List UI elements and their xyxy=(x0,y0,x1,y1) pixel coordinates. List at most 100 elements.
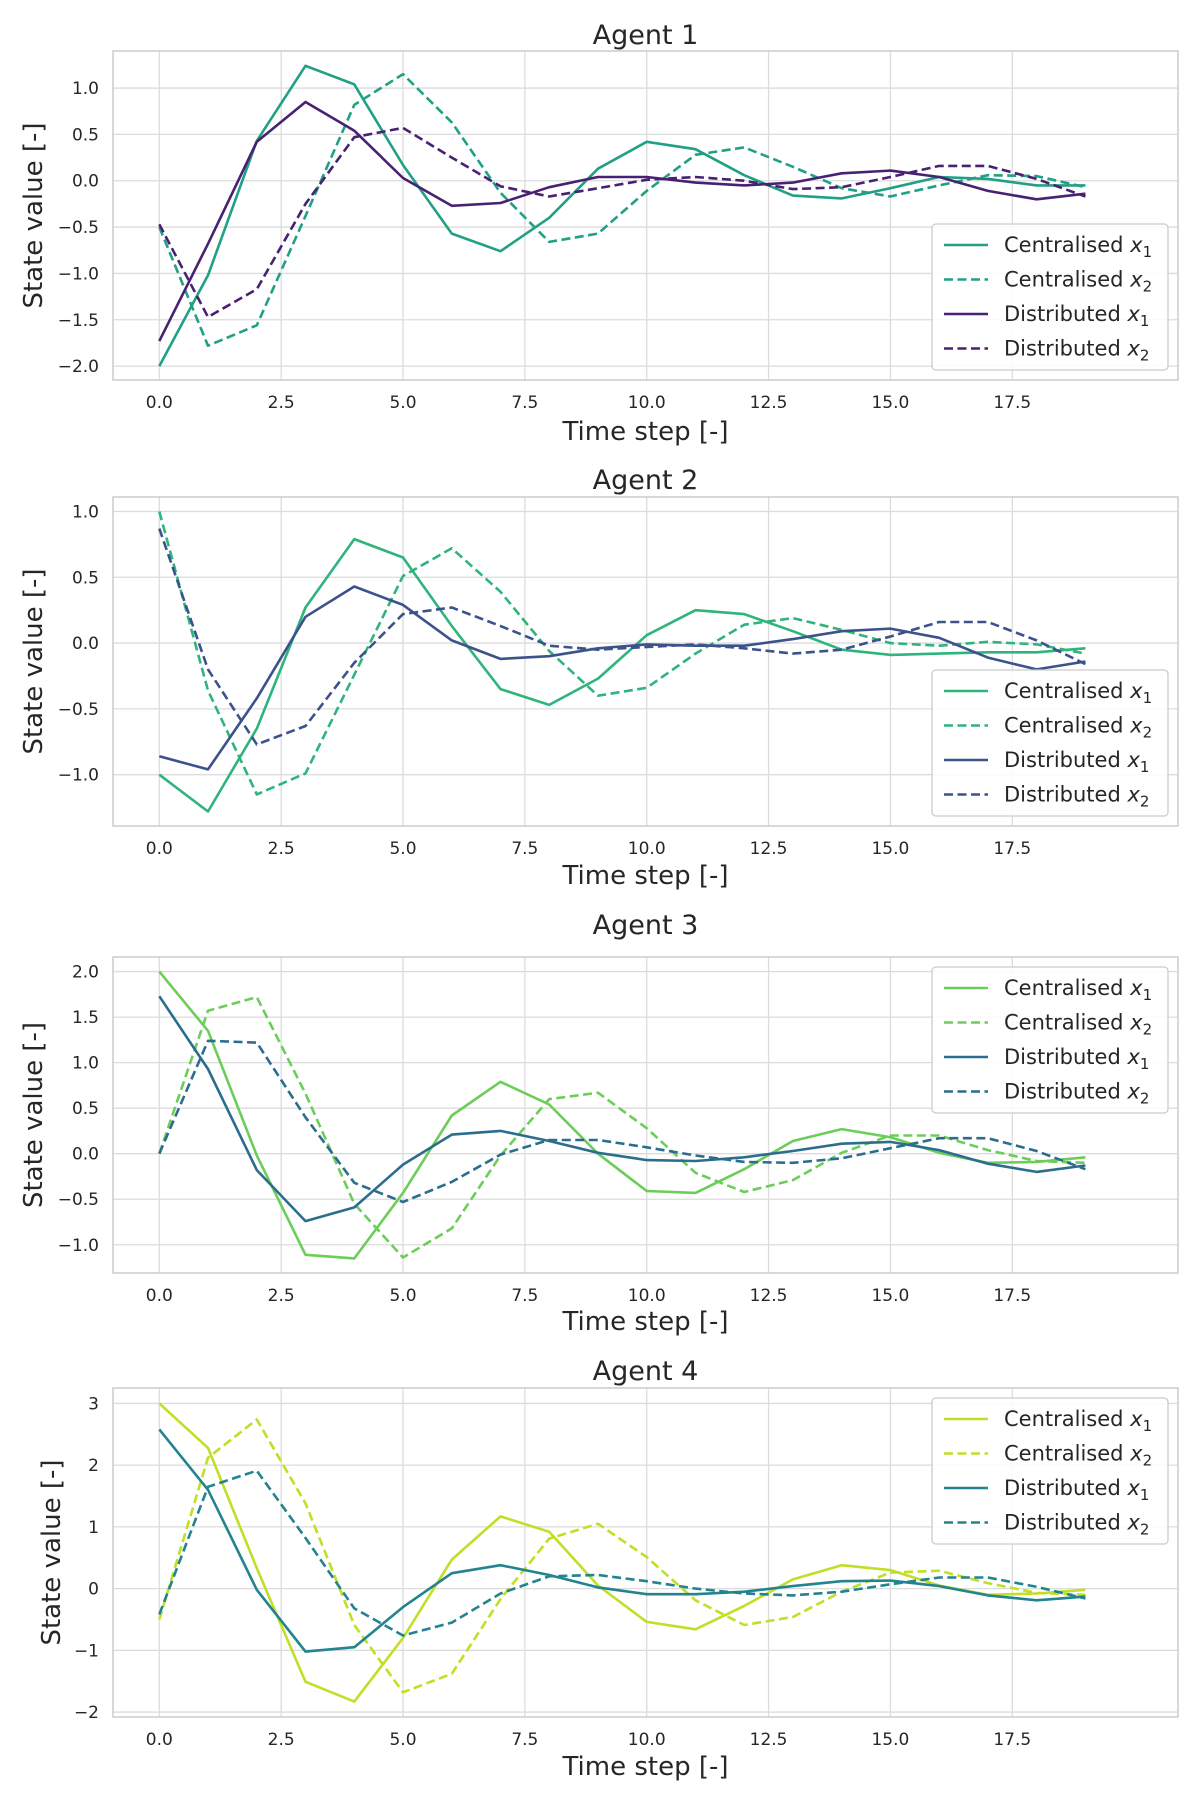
y-axis-label: State value [-] xyxy=(19,568,49,754)
y-tick-label: −1.0 xyxy=(58,1236,99,1256)
legend-label-variable: x xyxy=(1126,783,1140,807)
y-tick-label: 0.0 xyxy=(72,634,99,654)
legend-label: Centralised x2 xyxy=(1004,1442,1152,1470)
x-tick-label: 10.0 xyxy=(628,393,666,413)
plot-frame xyxy=(112,956,1179,1274)
legend-label-base: Distributed xyxy=(1004,1511,1127,1535)
legend-label-base: Centralised xyxy=(1004,268,1130,292)
series-line xyxy=(158,511,1086,796)
legend-label-variable: x xyxy=(1129,1011,1143,1035)
series-line xyxy=(158,1428,1086,1653)
series-line xyxy=(158,100,1086,342)
series-line xyxy=(158,1469,1086,1637)
legend-label-base: Centralised xyxy=(1004,1442,1130,1466)
series-line xyxy=(158,1039,1086,1204)
legend-label-subscript: 2 xyxy=(1143,1452,1153,1470)
series-line xyxy=(158,1418,1086,1694)
legend-label: Distributed x1 xyxy=(1004,1045,1149,1073)
x-axis-label: Time step [-] xyxy=(561,1307,728,1337)
y-axis-label: State value [-] xyxy=(19,1022,49,1208)
chart-panel-2: 0.0 2.5 5.0 7.5 10.0 12.5 15.0 17.5 −1.0 −0.5 0.0 0… xyxy=(19,465,1179,891)
legend-label-variable: x xyxy=(1126,1476,1140,1500)
legend-label-variable: x xyxy=(1126,302,1140,326)
x-tick-label: 15.0 xyxy=(871,1286,909,1306)
legend-label-variable: x xyxy=(1126,337,1140,361)
plot-frame xyxy=(112,50,1179,381)
x-tick-label: 2.5 xyxy=(268,1730,295,1750)
x-tick-label: 2.5 xyxy=(268,393,295,413)
y-axis-label: State value [-] xyxy=(37,1459,67,1645)
legend-box xyxy=(931,223,1169,371)
legend-label: Distributed x1 xyxy=(1004,302,1149,330)
legend-label-base: Distributed xyxy=(1004,302,1127,326)
legend-label: Centralised x1 xyxy=(1004,1407,1152,1435)
y-tick-label: −1.5 xyxy=(58,311,99,331)
legend-label-base: Distributed xyxy=(1004,1080,1127,1104)
legend-label-variable: x xyxy=(1129,1442,1143,1466)
x-tick-label: 0.0 xyxy=(146,393,173,413)
y-tick-label: 0.0 xyxy=(72,172,99,192)
legend-label-base: Distributed xyxy=(1004,337,1127,361)
x-tick-label: 17.5 xyxy=(993,1286,1031,1306)
chart-panel-4: 0.0 2.5 5.0 7.5 10.0 12.5 15.0 17.5 −2 −1 0 1 2 3 Agen… xyxy=(37,1356,1179,1782)
legend-box xyxy=(931,669,1169,817)
x-tick-label: 12.5 xyxy=(750,839,788,859)
legend-label-variable: x xyxy=(1129,233,1143,257)
x-axis-label: Time step [-] xyxy=(561,417,728,447)
series-line xyxy=(158,995,1086,1259)
series-line xyxy=(158,64,1086,367)
y-tick-label: −0.5 xyxy=(58,1190,99,1210)
legend-label-variable: x xyxy=(1129,679,1143,703)
y-tick-label: −2.0 xyxy=(58,357,99,377)
legend-label: Distributed x1 xyxy=(1004,748,1149,776)
series-line xyxy=(158,537,1086,813)
y-tick-label: −1.0 xyxy=(58,264,99,284)
x-tick-label: 7.5 xyxy=(511,1286,538,1306)
x-tick-label: 17.5 xyxy=(993,839,1031,859)
x-tick-label: 5.0 xyxy=(389,839,416,859)
plot-frame xyxy=(112,1387,1179,1718)
x-tick-label: 5.0 xyxy=(389,393,416,413)
legend-label-subscript: 2 xyxy=(1140,1521,1150,1539)
x-tick-label: 15.0 xyxy=(871,839,909,859)
legend-label-base: Centralised xyxy=(1004,714,1130,738)
y-tick-label: 2 xyxy=(88,1456,99,1476)
legend-label-subscript: 1 xyxy=(1143,689,1153,707)
legend-label-subscript: 2 xyxy=(1143,1021,1153,1039)
legend-label-base: Centralised xyxy=(1004,1011,1130,1035)
legend-box xyxy=(931,966,1169,1114)
x-tick-label: 17.5 xyxy=(993,393,1031,413)
legend-label-base: Distributed xyxy=(1004,1045,1127,1069)
legend-label-base: Centralised xyxy=(1004,233,1130,257)
x-tick-label: 17.5 xyxy=(993,1730,1031,1750)
y-tick-label: 2.0 xyxy=(72,963,99,983)
legend-label-base: Distributed xyxy=(1004,783,1127,807)
legend-label: Distributed x2 xyxy=(1004,1080,1149,1108)
y-tick-label: −2 xyxy=(74,1703,99,1723)
legend-label-variable: x xyxy=(1126,1045,1140,1069)
x-tick-label: 5.0 xyxy=(389,1730,416,1750)
legend-label: Centralised x2 xyxy=(1004,714,1152,742)
y-tick-label: 0 xyxy=(88,1580,99,1600)
series-line xyxy=(158,1402,1086,1703)
legend-label-variable: x xyxy=(1129,1407,1143,1431)
legend-label: Centralised x1 xyxy=(1004,976,1152,1004)
legend-label-subscript: 1 xyxy=(1140,1486,1150,1504)
plot-frame xyxy=(112,496,1179,827)
x-tick-label: 0.0 xyxy=(146,839,173,859)
legend-label-base: Centralised xyxy=(1004,679,1130,703)
series-line xyxy=(158,528,1086,746)
x-tick-label: 10.0 xyxy=(628,839,666,859)
legend-label-base: Centralised xyxy=(1004,976,1130,1000)
legend-label-subscript: 1 xyxy=(1140,312,1150,330)
y-tick-label: 1.0 xyxy=(72,1054,99,1074)
chart-title: Agent 1 xyxy=(593,20,699,51)
legend-label: Distributed x2 xyxy=(1004,783,1149,811)
y-tick-label: −1 xyxy=(74,1641,99,1661)
x-axis-label: Time step [-] xyxy=(561,861,728,891)
series-line xyxy=(158,72,1086,348)
y-tick-label: 0.5 xyxy=(72,568,99,588)
series-line xyxy=(158,126,1086,319)
legend-label-variable: x xyxy=(1129,714,1143,738)
